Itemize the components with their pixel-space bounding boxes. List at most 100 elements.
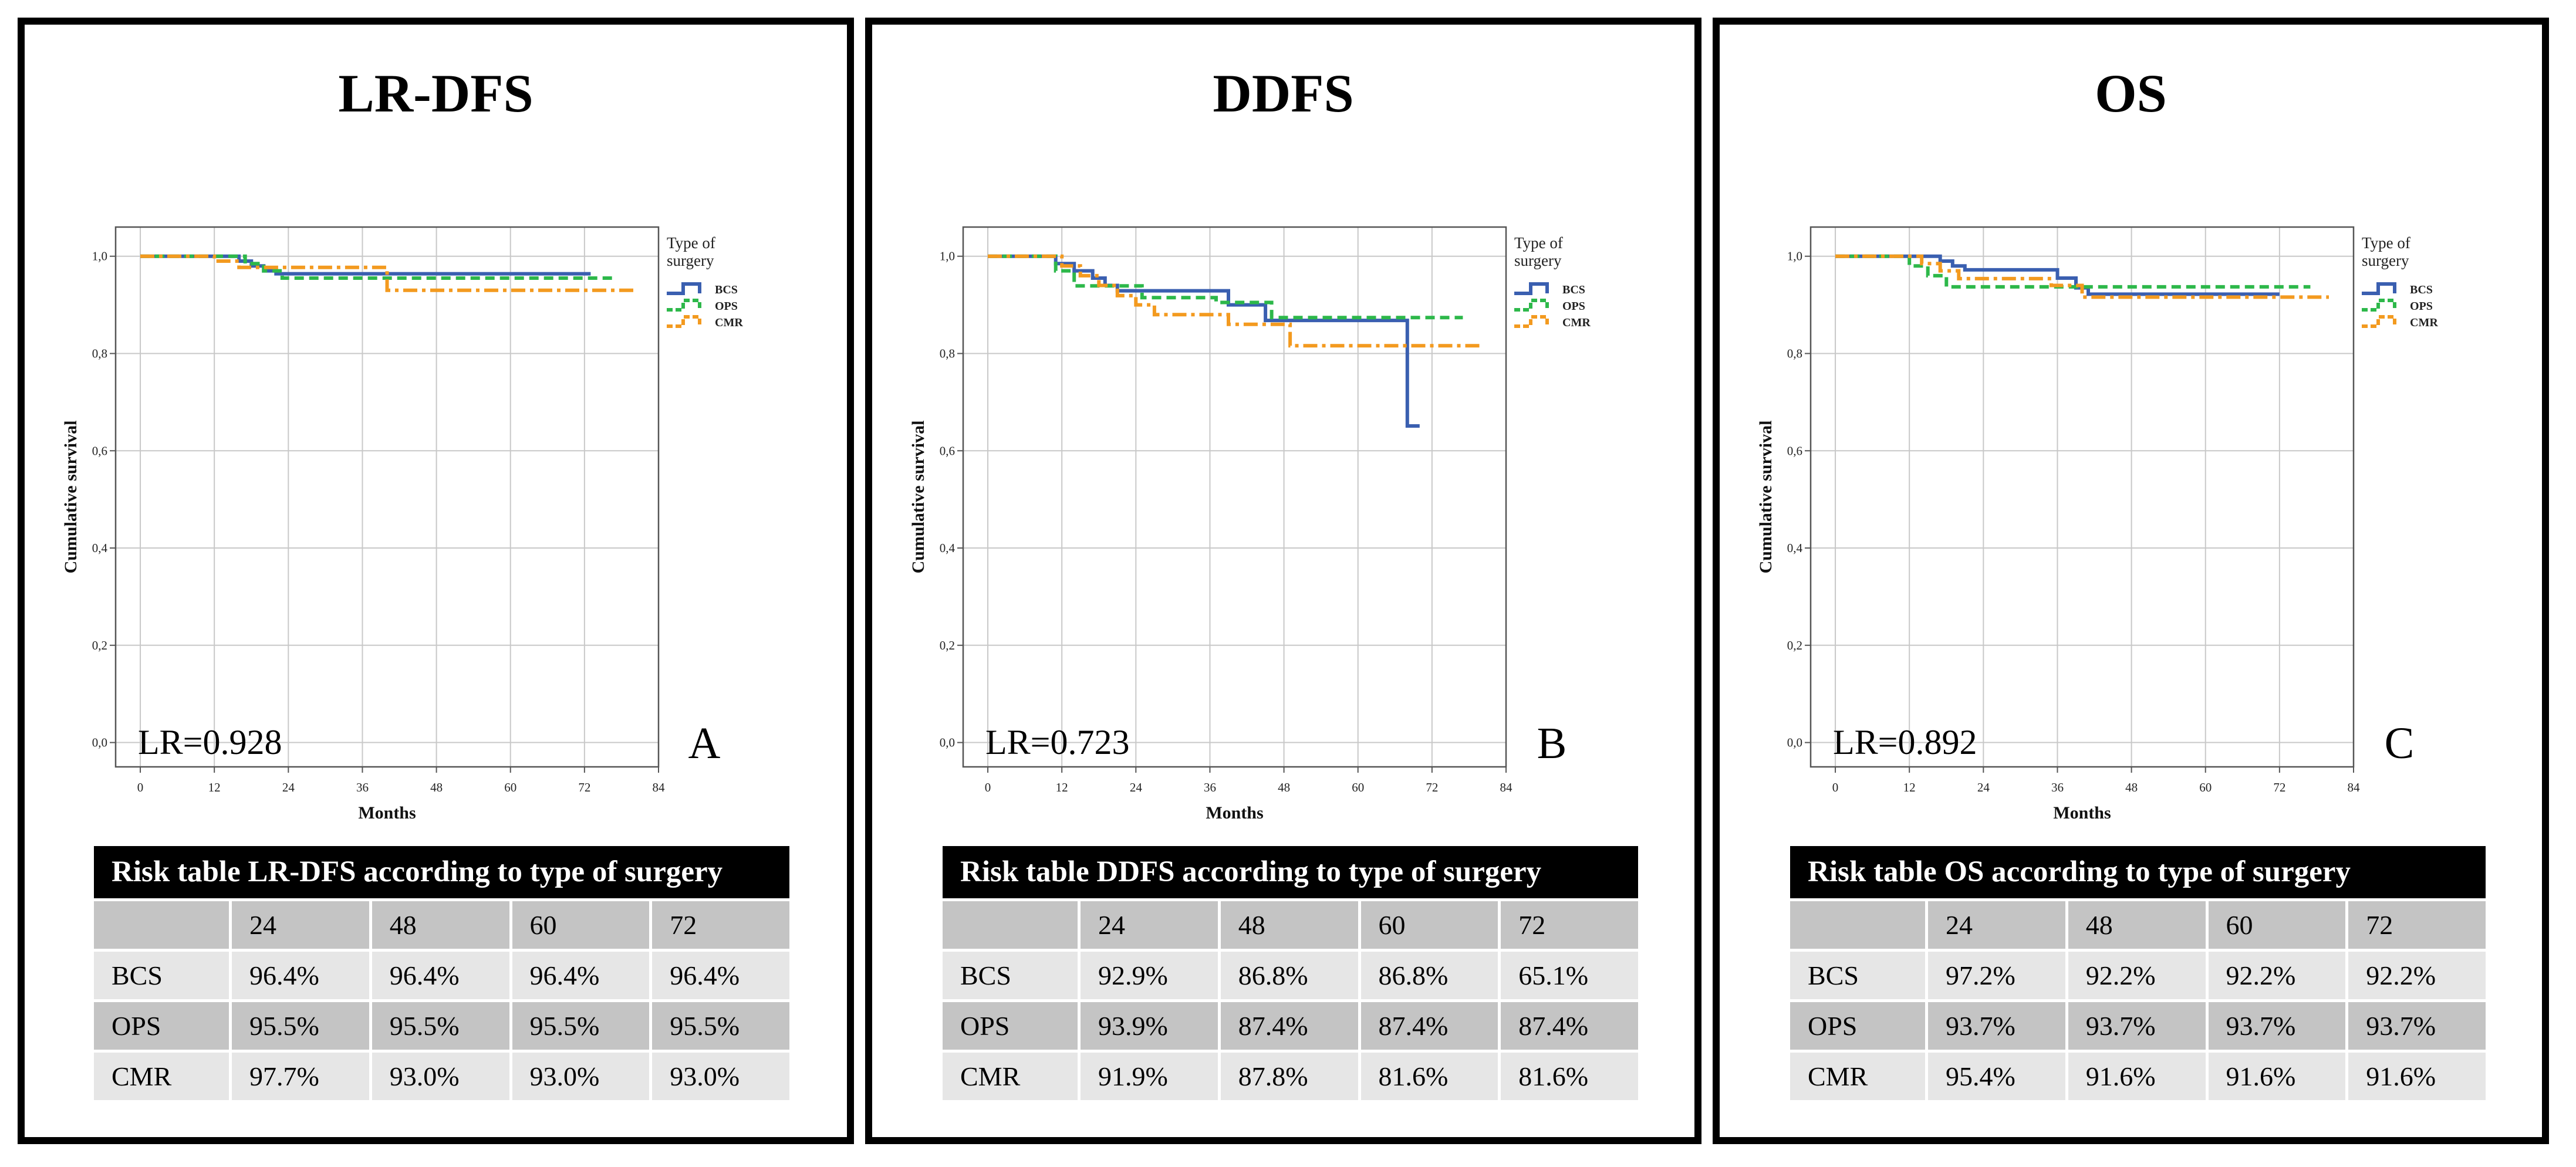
panel-title: DDFS <box>1213 63 1354 123</box>
risk-header-cell: 60 <box>2208 901 2346 949</box>
legend-label: OPS <box>715 300 738 313</box>
risk-row-cmr: CMR 91.9% 87.8% 81.6% 81.6% <box>943 1053 1638 1100</box>
legend-swatch-bcs <box>2362 282 2396 295</box>
x-tick-label: 24 <box>1977 780 1990 794</box>
x-tick-label: 48 <box>1278 780 1290 794</box>
risk-cell: OPS <box>94 1002 229 1050</box>
risk-cell: OPS <box>1790 1002 1925 1050</box>
log-rank-label: LR=0.928 <box>138 723 282 762</box>
series-line-cmr <box>1835 254 2329 299</box>
legend-label: CMR <box>2410 316 2438 329</box>
y-tick-label: 1,0 <box>1787 249 1802 263</box>
risk-header-cell <box>943 901 1078 949</box>
risk-cell: 93.0% <box>652 1053 789 1100</box>
legend-label: OPS <box>2410 300 2433 313</box>
legend-title: surgery <box>667 252 714 269</box>
risk-cell: CMR <box>94 1053 229 1100</box>
y-tick-label: 0,0 <box>92 736 107 750</box>
risk-cell: 95.4% <box>1928 1053 2065 1100</box>
y-tick-label: 0,8 <box>1787 346 1802 360</box>
x-axis-title: Months <box>1206 803 1263 823</box>
risk-header-cell: 72 <box>1501 901 1638 949</box>
legend-label: CMR <box>1562 316 1591 329</box>
risk-cell: 93.7% <box>2068 1002 2206 1050</box>
risk-cell: 93.7% <box>2208 1002 2346 1050</box>
panel-title: LR-DFS <box>338 63 534 123</box>
legend-title: surgery <box>1514 252 1562 269</box>
risk-header-cell: 60 <box>512 901 650 949</box>
x-tick-label: 60 <box>1352 780 1364 794</box>
x-axis-title: Months <box>358 803 416 823</box>
legend-label: OPS <box>1562 300 1585 313</box>
risk-cell: 87.8% <box>1220 1053 1358 1100</box>
risk-table: Risk table DDFS according to type of sur… <box>943 846 1638 1103</box>
risk-header-cell: 24 <box>232 901 369 949</box>
risk-header-row: 24 48 60 72 <box>94 901 789 949</box>
panel-letter: B <box>1537 719 1567 768</box>
risk-cell: 92.2% <box>2348 952 2486 999</box>
km-chart-lr-dfs: 0 12 24 36 48 60 72 84 0,0 0,2 0,4 0,6 0,8 1,0 Months C… <box>61 226 743 823</box>
legend-label: BCS <box>715 283 738 296</box>
risk-cell: 87.4% <box>1360 1002 1498 1050</box>
legend-label: BCS <box>2410 283 2433 296</box>
x-tick-label: 36 <box>356 780 369 794</box>
risk-cell: 91.6% <box>2208 1053 2346 1100</box>
y-axis-title: Cumulative survival <box>1756 421 1775 574</box>
series-line-ops <box>1835 254 2311 289</box>
risk-cell: 86.8% <box>1360 952 1498 999</box>
risk-cell: 91.6% <box>2068 1053 2206 1100</box>
risk-cell: 96.4% <box>372 952 509 999</box>
risk-cell: 95.5% <box>232 1002 369 1050</box>
risk-row-ops: OPS 95.5% 95.5% 95.5% 95.5% <box>94 1002 789 1050</box>
x-tick-label: 0 <box>985 780 991 794</box>
risk-table-grid: 24 48 60 72 BCS 97.2% 92.2% 92.2% 92.2% … <box>1787 898 2489 1103</box>
risk-cell: 91.6% <box>2348 1053 2486 1100</box>
risk-header-cell: 72 <box>2348 901 2486 949</box>
risk-row-ops: OPS 93.7% 93.7% 93.7% 93.7% <box>1790 1002 2486 1050</box>
legend-title: Type of <box>2362 234 2410 252</box>
y-tick-label: 0,6 <box>1787 444 1802 458</box>
series-line-ops <box>140 254 616 280</box>
risk-header-cell <box>94 901 229 949</box>
risk-cell: 93.7% <box>2348 1002 2486 1050</box>
risk-row-ops: OPS 93.9% 87.4% 87.4% 87.4% <box>943 1002 1638 1050</box>
legend-swatch-cmr <box>667 315 701 328</box>
panel-letter: A <box>688 719 721 768</box>
legend-label: CMR <box>715 316 743 329</box>
risk-cell: 81.6% <box>1501 1053 1638 1100</box>
log-rank-label: LR=0.892 <box>1833 723 1977 762</box>
risk-row-cmr: CMR 95.4% 91.6% 91.6% 91.6% <box>1790 1053 2486 1100</box>
risk-header-row: 24 48 60 72 <box>1790 901 2486 949</box>
plot-frame <box>962 226 1507 768</box>
x-tick-label: 72 <box>1426 780 1438 794</box>
risk-cell: 92.9% <box>1081 952 1218 999</box>
risk-cell: 95.5% <box>652 1002 789 1050</box>
risk-row-bcs: BCS 96.4% 96.4% 96.4% 96.4% <box>94 952 789 999</box>
x-tick-label: 0 <box>137 780 144 794</box>
x-tick-label: 36 <box>1204 780 1216 794</box>
plot-frame <box>114 226 660 768</box>
x-tick-label: 84 <box>1500 780 1513 794</box>
legend-title: Type of <box>1514 234 1563 252</box>
x-tick-label: 12 <box>1903 780 1916 794</box>
y-tick-label: 0,0 <box>940 736 955 750</box>
risk-cell: 87.4% <box>1501 1002 1638 1050</box>
panel-ddfs: DDFS 0 12 24 36 48 60 72 84 0,0 0,2 0,4 0,6 0,8 1,0 Mo… <box>865 18 1701 1144</box>
x-tick-label: 24 <box>1130 780 1143 794</box>
y-tick-label: 1,0 <box>940 249 955 263</box>
km-chart-ddfs: 0 12 24 36 48 60 72 84 0,0 0,2 0,4 0,6 0,8 1,0 Months C… <box>909 226 1591 823</box>
series-line-bcs <box>140 254 591 276</box>
risk-table-title: Risk table DDFS according to type of sur… <box>943 846 1638 898</box>
risk-header-cell: 24 <box>1081 901 1218 949</box>
plot-frame <box>1809 226 2355 768</box>
x-tick-label: 12 <box>208 780 221 794</box>
series-line-bcs <box>988 254 1420 428</box>
x-tick-label: 72 <box>2273 780 2285 794</box>
series-line-ops <box>988 254 1463 320</box>
x-tick-label: 12 <box>1056 780 1068 794</box>
risk-cell: BCS <box>943 952 1078 999</box>
y-tick-label: 0,6 <box>940 444 955 458</box>
x-tick-label: 84 <box>653 780 666 794</box>
legend-swatch-ops <box>667 299 701 312</box>
legend-swatch-ops <box>2362 299 2396 312</box>
